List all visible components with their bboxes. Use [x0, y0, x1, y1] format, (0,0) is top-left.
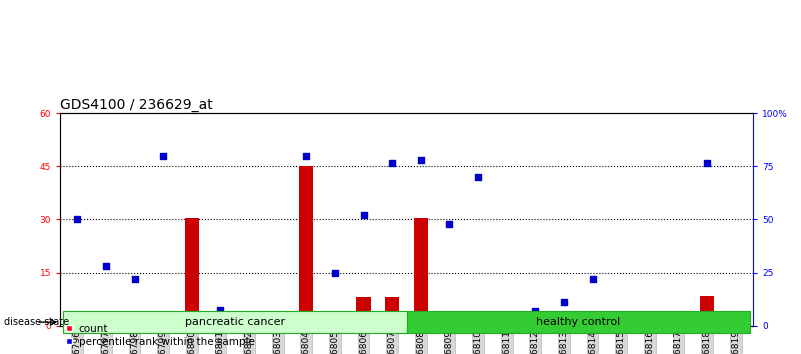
Text: GSM356819: GSM356819 — [731, 330, 740, 354]
Point — [157, 153, 170, 159]
Point — [443, 221, 456, 227]
Point — [70, 217, 83, 222]
FancyBboxPatch shape — [406, 311, 750, 333]
Text: GSM356807: GSM356807 — [388, 330, 396, 354]
Text: GSM356812: GSM356812 — [531, 330, 540, 354]
Text: GSM356805: GSM356805 — [331, 330, 340, 354]
Text: GSM356803: GSM356803 — [273, 330, 282, 354]
Bar — [99, 322, 113, 326]
Bar — [586, 324, 600, 326]
Point — [357, 212, 370, 218]
Bar — [156, 324, 171, 326]
Text: GSM356796: GSM356796 — [73, 330, 82, 354]
Bar — [70, 323, 84, 326]
Text: GSM356800: GSM356800 — [187, 330, 196, 354]
Text: GSM356817: GSM356817 — [674, 330, 683, 354]
Bar — [242, 325, 256, 326]
FancyBboxPatch shape — [63, 311, 406, 333]
Text: GSM356797: GSM356797 — [102, 330, 111, 354]
Text: GSM356798: GSM356798 — [130, 330, 139, 354]
Point — [300, 153, 312, 159]
Text: GSM356801: GSM356801 — [216, 330, 225, 354]
Point — [214, 307, 227, 313]
Point — [557, 299, 570, 305]
Bar — [184, 218, 199, 326]
Point — [128, 276, 141, 282]
Bar — [642, 321, 657, 326]
Text: GSM356811: GSM356811 — [502, 330, 511, 354]
Bar — [213, 325, 227, 326]
Text: pancreatic cancer: pancreatic cancer — [185, 316, 285, 327]
Point — [328, 270, 341, 275]
Bar — [500, 325, 514, 326]
Text: GSM356809: GSM356809 — [445, 330, 454, 354]
Point — [414, 157, 427, 163]
Point — [386, 160, 399, 166]
Point — [472, 174, 485, 180]
Text: healthy control: healthy control — [536, 316, 621, 327]
Text: GSM356815: GSM356815 — [617, 330, 626, 354]
Bar — [413, 218, 428, 326]
Text: GSM356808: GSM356808 — [417, 330, 425, 354]
Bar — [385, 297, 400, 326]
Bar — [557, 324, 571, 326]
Text: GDS4100 / 236629_at: GDS4100 / 236629_at — [60, 98, 213, 112]
Text: GSM356810: GSM356810 — [473, 330, 482, 354]
Bar — [729, 323, 743, 326]
Text: GSM356813: GSM356813 — [559, 330, 569, 354]
Text: disease state: disease state — [4, 317, 69, 327]
Bar — [671, 324, 686, 326]
Text: GSM356804: GSM356804 — [302, 330, 311, 354]
Point — [701, 160, 714, 166]
Bar — [299, 166, 313, 326]
Bar — [700, 296, 714, 326]
Text: GSM356806: GSM356806 — [359, 330, 368, 354]
Text: GSM356814: GSM356814 — [588, 330, 597, 354]
Bar — [471, 317, 485, 326]
Legend: count, percentile rank within the sample: count, percentile rank within the sample — [66, 324, 255, 347]
Bar — [271, 325, 285, 326]
Point — [586, 276, 599, 282]
Bar — [442, 324, 457, 326]
Text: GSM356802: GSM356802 — [244, 330, 254, 354]
Bar — [356, 297, 371, 326]
Point — [529, 308, 541, 314]
Text: GSM356816: GSM356816 — [646, 330, 654, 354]
Text: GSM356818: GSM356818 — [702, 330, 711, 354]
Bar — [528, 324, 542, 326]
Bar — [127, 323, 142, 326]
Point — [99, 263, 112, 269]
Text: GSM356799: GSM356799 — [159, 330, 167, 354]
Bar — [328, 323, 342, 326]
Bar — [614, 324, 629, 326]
